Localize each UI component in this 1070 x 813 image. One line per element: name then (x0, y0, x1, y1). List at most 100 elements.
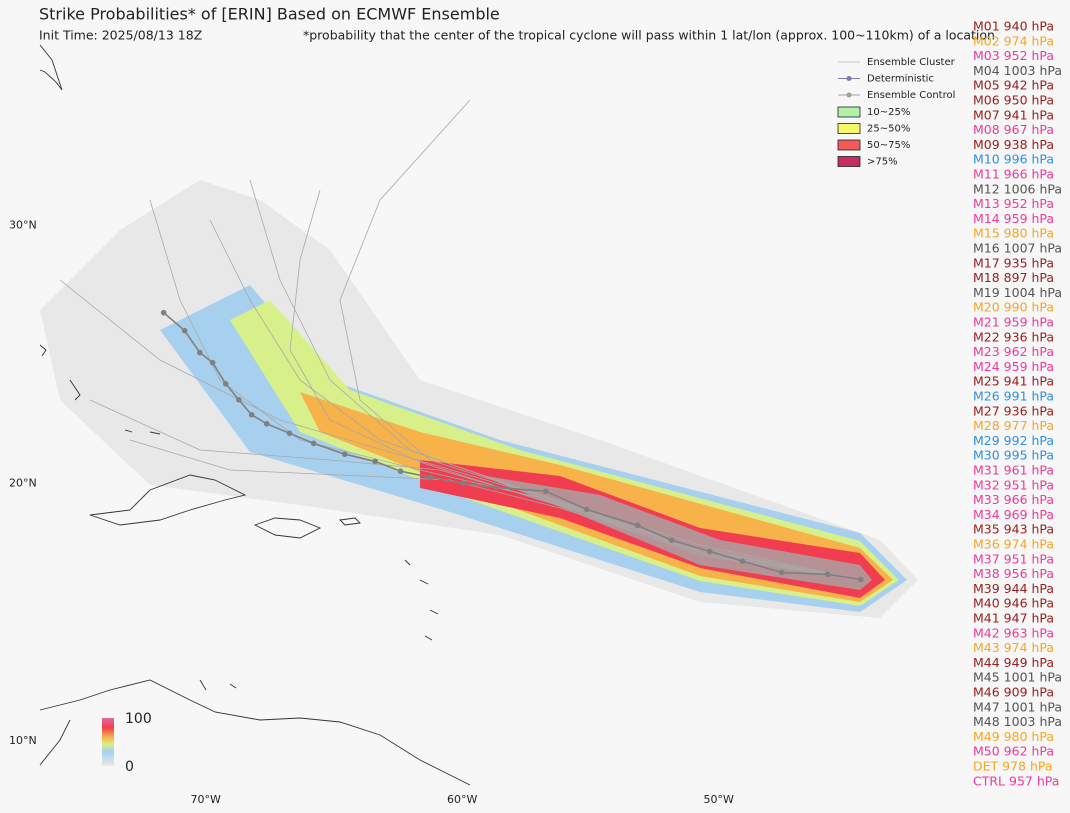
legend-label: Deterministic (867, 74, 934, 85)
ensemble-track (129, 439, 861, 581)
track-point (824, 571, 831, 578)
member-label: M23 962 hPa (973, 344, 1054, 359)
member-label: M41 947 hPa (973, 611, 1054, 626)
legend-label: >75% (867, 157, 898, 168)
member-label: CTRL 957 hPa (973, 773, 1059, 788)
member-label: M38 956 hPa (973, 566, 1054, 581)
track-point (286, 430, 293, 437)
member-label: M46 909 hPa (973, 685, 1054, 700)
track-point (460, 480, 467, 487)
member-label: M17 935 hPa (973, 255, 1054, 270)
member-label: M29 992 hPa (973, 433, 1054, 448)
legend-label: 50~75% (867, 140, 910, 151)
colorbar (102, 718, 114, 766)
legend-marker (846, 76, 852, 81)
x-tick-label: 60°W (447, 793, 477, 806)
legend-label: Ensemble Control (867, 90, 955, 101)
track-point (397, 468, 404, 475)
coastline (253, 517, 322, 539)
member-label: M37 951 hPa (973, 551, 1054, 566)
member-label: M16 1007 hPa (973, 241, 1062, 256)
coastlines (39, 44, 471, 786)
track-point (248, 411, 255, 418)
track-point (197, 349, 203, 356)
member-label: M50 962 hPa (973, 744, 1054, 759)
member-label: M08 967 hPa (973, 122, 1054, 137)
track-point (427, 474, 434, 481)
member-label: DET 978 hPa (973, 759, 1053, 774)
ensemble-track (339, 99, 861, 581)
chart-title: Strike Probabilities* of [ERIN] Based on… (39, 5, 500, 24)
member-label: M28 977 hPa (973, 418, 1054, 433)
track-point (372, 458, 379, 465)
track-point (542, 488, 549, 495)
track-point (739, 558, 746, 564)
y-tick-label: 30°N (9, 218, 37, 231)
member-label: M09 938 hPa (973, 137, 1054, 152)
legend-marker (846, 92, 852, 98)
x-tick-label: 50°W (703, 793, 733, 806)
chart-subtitle: Init Time: 2025/08/13 18Z (39, 28, 202, 43)
member-label: M30 995 hPa (973, 448, 1054, 463)
member-label: M44 949 hPa (973, 655, 1054, 670)
member-label: M36 974 hPa (973, 537, 1054, 552)
legend-label: Ensemble Cluster (867, 57, 956, 68)
legend-label: 25~50% (867, 124, 910, 135)
member-label: M19 1004 hPa (973, 285, 1062, 300)
track-point (160, 309, 167, 316)
track-point (778, 569, 785, 576)
track-point (634, 522, 641, 529)
y-tick-label: 20°N (9, 476, 37, 489)
member-label: M24 959 hPa (973, 359, 1054, 374)
track-point (706, 548, 713, 555)
swath (40, 180, 918, 618)
member-label: M43 974 hPa (973, 640, 1054, 655)
track-point (492, 484, 499, 491)
member-label: M42 963 hPa (973, 625, 1054, 640)
member-label: M01 940 hPa (973, 19, 1054, 34)
member-label: M33 966 hPa (973, 492, 1054, 507)
member-label: M40 946 hPa (973, 596, 1054, 611)
coastline (39, 344, 439, 691)
member-label: M04 1003 hPa (973, 63, 1062, 78)
legend-patch (837, 123, 861, 134)
member-label: M32 951 hPa (973, 477, 1054, 492)
member-label: M34 969 hPa (973, 507, 1054, 522)
member-label: M13 952 hPa (973, 196, 1054, 211)
coastline (39, 44, 63, 91)
colorbar-max: 100 (125, 711, 152, 727)
member-label: M48 1003 hPa (973, 714, 1062, 729)
track-point (222, 381, 229, 387)
member-label: M10 996 hPa (973, 152, 1054, 167)
member-label: M05 942 hPa (973, 78, 1054, 93)
member-label: M03 952 hPa (973, 48, 1054, 63)
legend-patch (837, 156, 861, 167)
track-point (310, 440, 317, 447)
member-label: M18 897 hPa (973, 270, 1054, 285)
member-label: M49 980 hPa (973, 729, 1054, 744)
member-label: M39 944 hPa (973, 581, 1054, 596)
track-point (235, 396, 242, 403)
member-label: M45 1001 hPa (973, 670, 1062, 685)
track-point (263, 420, 270, 427)
member-label: M15 980 hPa (973, 226, 1054, 241)
track-point (668, 537, 675, 544)
colorbar-min: 0 (125, 759, 134, 775)
track-point (209, 359, 216, 366)
legend-patch (837, 139, 861, 151)
member-label: M31 961 hPa (973, 463, 1054, 478)
member-label: M21 959 hPa (973, 315, 1054, 330)
coastline (39, 679, 471, 786)
x-tick-label: 70°W (191, 793, 221, 806)
member-label: M07 941 hPa (973, 107, 1054, 122)
member-label: M02 974 hPa (973, 33, 1054, 48)
member-label: M47 1001 hPa (973, 699, 1062, 714)
y-tick-label: 10°N (9, 734, 37, 747)
track-point (857, 576, 864, 583)
ensemble-track (59, 279, 861, 581)
member-label: M25 941 hPa (973, 374, 1054, 389)
member-label: M22 936 hPa (973, 329, 1054, 344)
member-label: M12 1006 hPa (973, 181, 1062, 196)
legend-patch (837, 106, 861, 118)
